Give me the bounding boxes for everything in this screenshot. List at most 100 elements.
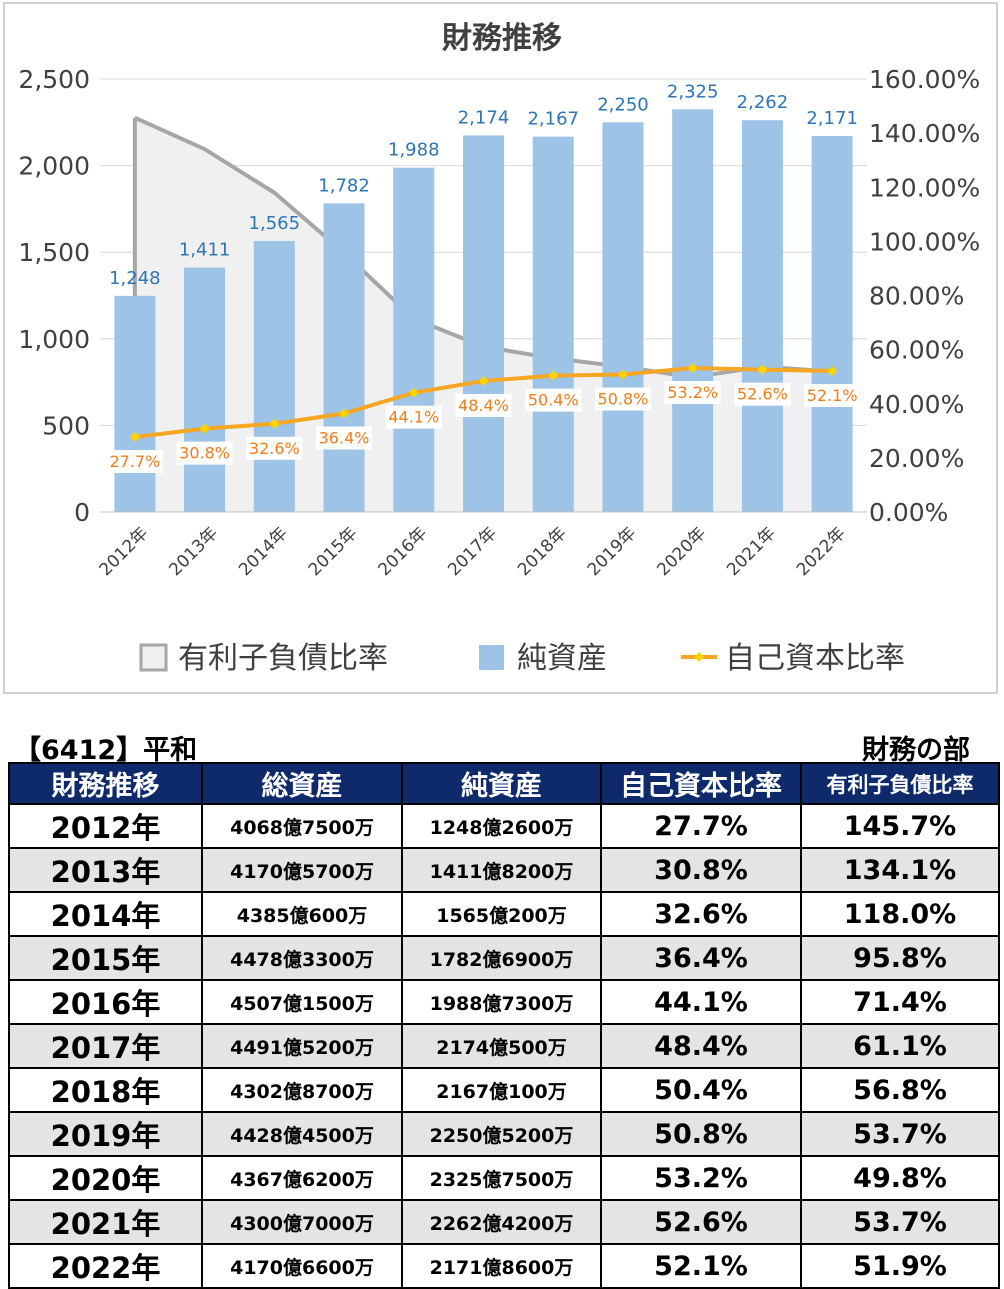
cell-net-assets: 1248億2600万 [401, 803, 602, 849]
line-data-label-bg [664, 381, 721, 405]
bar [811, 135, 853, 513]
cell-debt-ratio: 145.7% [800, 803, 1000, 849]
bar-data-label: 2,250 [597, 94, 649, 115]
bar-data-label: 2,174 [458, 107, 510, 128]
cell-total-assets: 4302億8700万 [201, 1067, 403, 1113]
cell-total-assets: 4385億600万 [201, 891, 403, 937]
cell-total-assets: 4491億5200万 [201, 1023, 403, 1069]
left-axis-tick-label: 0 [74, 498, 90, 527]
cell-year: 2018年 [8, 1067, 203, 1113]
cell-equity-ratio: 50.8% [600, 1111, 802, 1157]
bar [253, 240, 295, 512]
cell-debt-ratio: 53.7% [800, 1199, 1000, 1245]
cell-net-assets: 2325億7500万 [401, 1155, 602, 1201]
line-data-label: 52.1% [807, 386, 858, 405]
line-point [617, 369, 628, 380]
line-point [757, 364, 768, 375]
line-point [199, 423, 210, 434]
bar-data-label: 1,988 [388, 140, 440, 161]
cell-year: 2013年 [8, 847, 203, 893]
area-series-fill [134, 117, 833, 512]
line-data-label: 53.2% [667, 383, 718, 402]
cell-year: 2015年 [8, 935, 203, 981]
header-debt-ratio: 有利子負債比率 [800, 762, 1000, 805]
bar-data-label: 2,171 [806, 108, 858, 129]
x-axis-tick-label: 2016年 [375, 523, 432, 580]
cell-equity-ratio: 48.4% [600, 1023, 802, 1069]
table-row: 2015年 4478億3300万 1782億6900万 36.4% 95.8% [8, 935, 1000, 981]
cell-equity-ratio: 30.8% [600, 847, 802, 893]
line-data-label-bg [106, 450, 163, 474]
chart-title: 財務推移 [442, 21, 562, 56]
right-axis-tick-label: 140.00% [869, 119, 980, 148]
line-point [478, 376, 489, 387]
legend-label-line: 自己資本比率 [725, 641, 905, 676]
cell-debt-ratio: 71.4% [800, 979, 1000, 1025]
cell-total-assets: 4170億5700万 [201, 847, 403, 893]
line-data-label: 48.4% [458, 396, 509, 415]
cell-year: 2022年 [8, 1243, 203, 1289]
cell-net-assets: 2167億100万 [401, 1067, 602, 1113]
cell-total-assets: 4478億3300万 [201, 935, 403, 981]
cell-equity-ratio: 36.4% [600, 935, 802, 981]
cell-debt-ratio: 56.8% [800, 1067, 1000, 1113]
cell-net-assets: 1411億8200万 [401, 847, 602, 893]
cell-net-assets: 1565億200万 [401, 891, 602, 937]
x-axis-tick-label: 2022年 [793, 523, 850, 580]
line-data-label: 44.1% [388, 408, 439, 427]
line-point [827, 366, 838, 377]
bar-data-label: 1,565 [249, 213, 301, 234]
table-title-row: 【6412】平和 財務の部 [8, 728, 1000, 766]
bar-data-label: 2,167 [527, 109, 579, 130]
cell-net-assets: 1782億6900万 [401, 935, 602, 981]
bar [114, 295, 156, 512]
x-axis-tick-label: 2017年 [444, 523, 501, 580]
line-data-label-bg [594, 387, 651, 411]
company-name: 【6412】平和 [14, 735, 198, 766]
cell-total-assets: 4507億1500万 [201, 979, 403, 1025]
x-axis-tick-label: 2021年 [723, 523, 780, 580]
right-axis-tick-label: 160.00% [869, 65, 980, 94]
legend-swatch-area [139, 643, 168, 672]
line-data-label: 27.7% [109, 452, 160, 471]
table-header-row: 財務推移 総資産 純資産 自己資本比率 有利子負債比率 [8, 762, 1000, 805]
cell-equity-ratio: 50.4% [600, 1067, 802, 1113]
line-point [129, 432, 140, 443]
line-point [339, 408, 350, 419]
financial-chart-frame: 財務推移 0 500 1,000 1,500 2,000 2,500 0.00% 20.00% 4… [3, 2, 998, 694]
table-row: 2013年 4170億5700万 1411億8200万 30.8% 134.1% [8, 847, 1000, 893]
x-axis-tick-label: 2020年 [653, 523, 710, 580]
line-point [687, 363, 698, 374]
cell-year: 2020年 [8, 1155, 203, 1201]
table-row: 2012年 4068億7500万 1248億2600万 27.7% 145.7% [8, 803, 1000, 849]
line-data-label: 50.4% [528, 391, 579, 410]
cell-net-assets: 2262億4200万 [401, 1199, 602, 1245]
left-axis-tick-label: 1,000 [18, 325, 90, 354]
x-axis-tick-label: 2018年 [514, 523, 571, 580]
legend-label-bar: 純資産 [517, 641, 607, 676]
bar-data-label: 1,248 [109, 268, 161, 289]
line-data-label: 32.6% [249, 439, 300, 458]
left-axis-tick-label: 1,500 [18, 238, 90, 267]
cell-equity-ratio: 53.2% [600, 1155, 802, 1201]
cell-equity-ratio: 27.7% [600, 803, 802, 849]
left-axis-tick-label: 500 [42, 411, 90, 440]
cell-year: 2021年 [8, 1199, 203, 1245]
table-row: 2022年 4170億6600万 2171億8600万 52.1% 51.9% [8, 1243, 1000, 1289]
bar [184, 267, 226, 512]
line-data-label-bg [176, 441, 233, 465]
cell-equity-ratio: 32.6% [600, 891, 802, 937]
line-point [269, 418, 280, 429]
cell-year: 2014年 [8, 891, 203, 937]
section-label: 財務の部 [862, 735, 970, 766]
cell-debt-ratio: 53.7% [800, 1111, 1000, 1157]
bar-data-label: 1,411 [179, 240, 231, 261]
table-row: 2017年 4491億5200万 2174億500万 48.4% 61.1% [8, 1023, 1000, 1069]
x-axis-tick-label: 2015年 [305, 523, 362, 580]
cell-net-assets: 1988億7300万 [401, 979, 602, 1025]
legend-label-area: 有利子負債比率 [178, 641, 388, 676]
line-data-label-bg [525, 388, 582, 412]
financial-table: 財務推移 総資産 純資産 自己資本比率 有利子負債比率 2012年 4068億75… [8, 762, 1000, 1289]
cell-total-assets: 4170億6600万 [201, 1243, 403, 1289]
line-data-label-bg [385, 405, 442, 429]
